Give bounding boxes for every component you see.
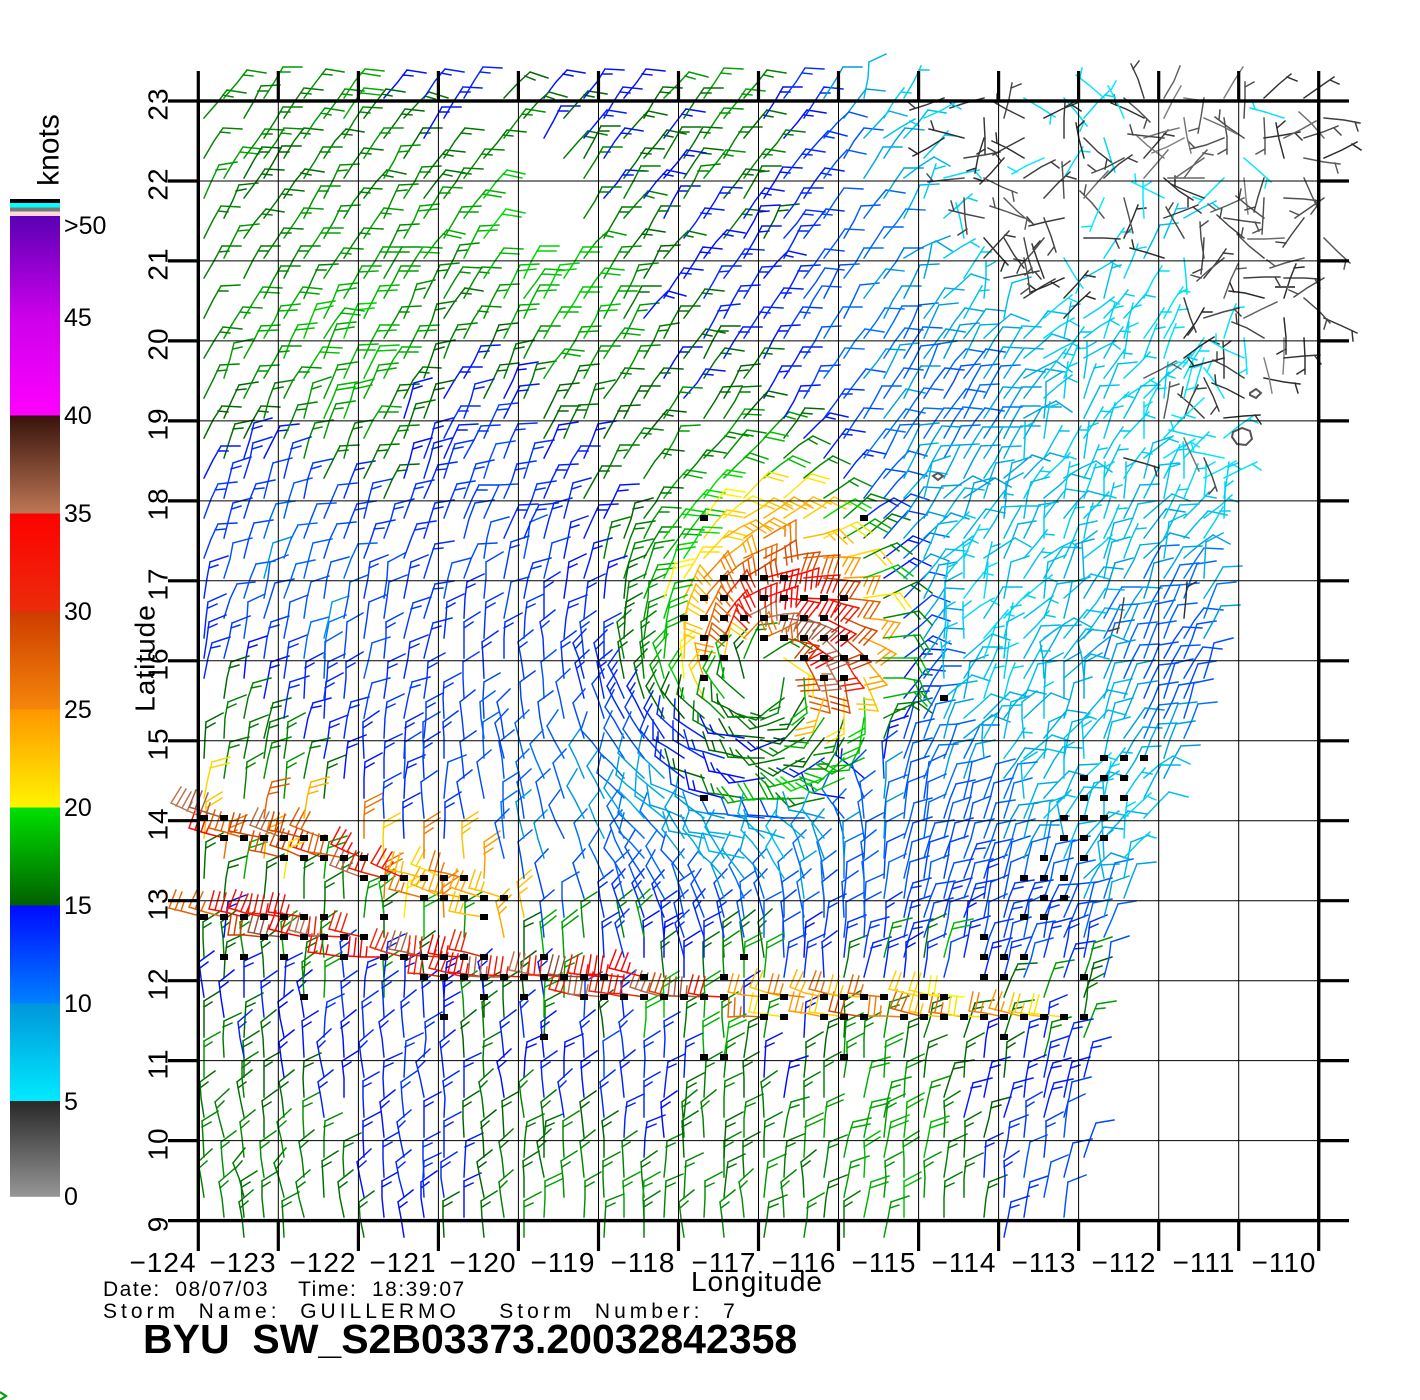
svg-text:−123: −123 bbox=[209, 1247, 276, 1278]
svg-text:25: 25 bbox=[64, 696, 92, 724]
svg-text:30: 30 bbox=[64, 598, 92, 626]
svg-text:40: 40 bbox=[64, 402, 92, 430]
svg-text:20: 20 bbox=[64, 794, 92, 822]
svg-text:15: 15 bbox=[143, 727, 174, 760]
svg-text:14: 14 bbox=[143, 807, 174, 840]
svg-text:23: 23 bbox=[143, 87, 174, 120]
svg-text:−124: −124 bbox=[129, 1247, 196, 1278]
svg-text:5: 5 bbox=[64, 1088, 78, 1116]
svg-text:13: 13 bbox=[143, 887, 174, 920]
svg-text:22: 22 bbox=[143, 167, 174, 200]
svg-text:45: 45 bbox=[64, 304, 92, 332]
svg-text:Longitude: Longitude bbox=[691, 1266, 823, 1297]
svg-text:9: 9 bbox=[143, 1216, 174, 1233]
svg-text:−114: −114 bbox=[932, 1247, 997, 1278]
svg-text:20: 20 bbox=[143, 327, 174, 360]
svg-text:−120: −120 bbox=[449, 1247, 516, 1278]
svg-text:−111: −111 bbox=[1173, 1247, 1236, 1278]
svg-text:10: 10 bbox=[64, 990, 92, 1018]
svg-text:19: 19 bbox=[143, 407, 174, 440]
svg-text:−113: −113 bbox=[1012, 1247, 1077, 1278]
svg-text:10: 10 bbox=[143, 1127, 174, 1160]
svg-text:−115: −115 bbox=[852, 1247, 917, 1278]
svg-text:35: 35 bbox=[64, 500, 92, 528]
svg-text:knots: knots bbox=[33, 114, 66, 186]
svg-text:>50: >50 bbox=[64, 212, 106, 240]
svg-text:12: 12 bbox=[143, 967, 174, 1000]
svg-text:−122: −122 bbox=[289, 1247, 356, 1278]
svg-text:21: 21 bbox=[143, 247, 174, 280]
svg-text:−119: −119 bbox=[531, 1247, 596, 1278]
svg-text:BYU SW_S2B03373.20032842358: BYU SW_S2B03373.20032842358 bbox=[143, 1316, 797, 1362]
svg-text:−110: −110 bbox=[1252, 1247, 1317, 1278]
svg-text:Latitude: Latitude bbox=[130, 604, 161, 712]
svg-text:15: 15 bbox=[64, 892, 92, 920]
svg-text:18: 18 bbox=[143, 487, 174, 520]
svg-text:11: 11 bbox=[143, 1048, 174, 1079]
svg-text:−117: −117 bbox=[692, 1247, 757, 1278]
svg-text:0: 0 bbox=[64, 1183, 78, 1211]
svg-text:−121: −121 bbox=[369, 1247, 436, 1278]
svg-text:17: 17 bbox=[143, 567, 174, 600]
svg-text:16: 16 bbox=[143, 647, 174, 680]
svg-text:Storm Name: GUILLERMO Sto: Storm Name: GUILLERMO Storm Number: 7 bbox=[103, 1300, 739, 1323]
svg-text:Date: 08/07/03 Time: 18:3: Date: 08/07/03 Time: 18:39:07 bbox=[103, 1278, 466, 1301]
svg-text:−112: −112 bbox=[1092, 1247, 1157, 1278]
svg-text:−116: −116 bbox=[772, 1247, 837, 1278]
svg-text:−118: −118 bbox=[611, 1247, 676, 1278]
